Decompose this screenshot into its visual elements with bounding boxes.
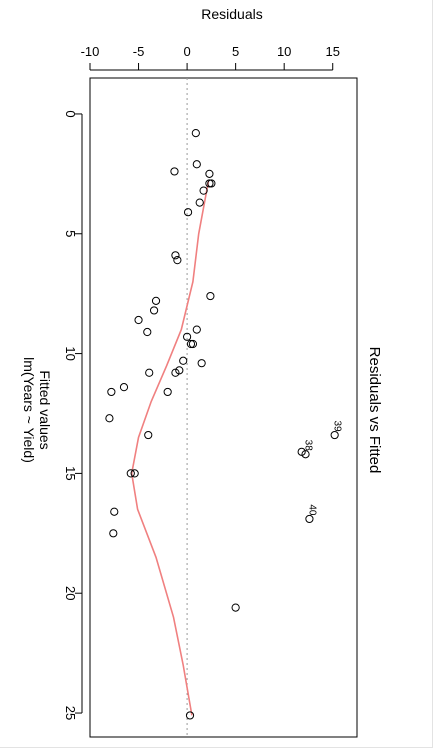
fitted-tick-label: 20 <box>63 586 78 600</box>
data-point <box>163 387 172 397</box>
plot-frame <box>89 77 358 738</box>
data-point <box>197 359 206 368</box>
data-point <box>134 315 143 325</box>
lowess-smoother-line <box>130 180 210 716</box>
data-point <box>297 447 306 456</box>
data-point <box>205 169 214 178</box>
data-point <box>173 256 182 265</box>
chart-title: Residuals vs Fitted <box>366 347 383 474</box>
fitted-tick-label: 0 <box>63 110 78 117</box>
residual-tick-label: -5 <box>133 44 145 59</box>
point-label: 38 <box>303 440 314 452</box>
point-label: 40 <box>306 504 317 516</box>
y-axis-label: Residuals <box>201 6 262 22</box>
data-point <box>130 469 139 478</box>
data-point <box>182 332 192 341</box>
residual-tick-label: 10 <box>277 44 291 59</box>
data-point <box>126 469 135 478</box>
residual-tick-label: 5 <box>232 44 239 59</box>
data-point <box>199 186 208 195</box>
data-point <box>192 325 201 334</box>
data-point <box>185 711 195 720</box>
data-point <box>191 129 200 138</box>
data-point <box>183 208 193 217</box>
fitted-tick-label: 5 <box>63 230 78 237</box>
data-point <box>207 179 216 188</box>
data-point <box>143 327 152 337</box>
data-point <box>145 368 154 377</box>
data-point <box>195 198 204 207</box>
x-axis-label: Fitted values <box>37 370 53 449</box>
fitted-tick-label: 15 <box>63 466 78 480</box>
data-point <box>151 296 161 305</box>
fitted-tick-label: 25 <box>63 706 78 720</box>
data-point <box>105 414 114 423</box>
data-point <box>107 387 116 397</box>
data-point <box>149 306 159 315</box>
data-point <box>330 430 339 440</box>
residual-tick-label: -10 <box>81 44 100 59</box>
data-point <box>110 507 119 516</box>
residual-tick-label: 15 <box>325 44 339 59</box>
data-point <box>170 167 179 176</box>
data-point <box>192 160 201 169</box>
data-point <box>231 603 240 612</box>
residual-tick-label: 0 <box>183 44 190 59</box>
x-axis-sublabel: lm(Years ~ Yield) <box>21 357 37 463</box>
fitted-tick-label: 10 <box>63 346 78 360</box>
data-point <box>119 383 129 392</box>
data-point <box>171 251 180 260</box>
data-point <box>109 529 118 538</box>
data-point <box>206 291 215 301</box>
data-point <box>179 356 188 365</box>
data-point <box>144 430 153 440</box>
data-point <box>171 368 180 377</box>
point-label: 39 <box>332 420 343 432</box>
data-point <box>188 339 198 349</box>
data-point <box>305 514 314 524</box>
